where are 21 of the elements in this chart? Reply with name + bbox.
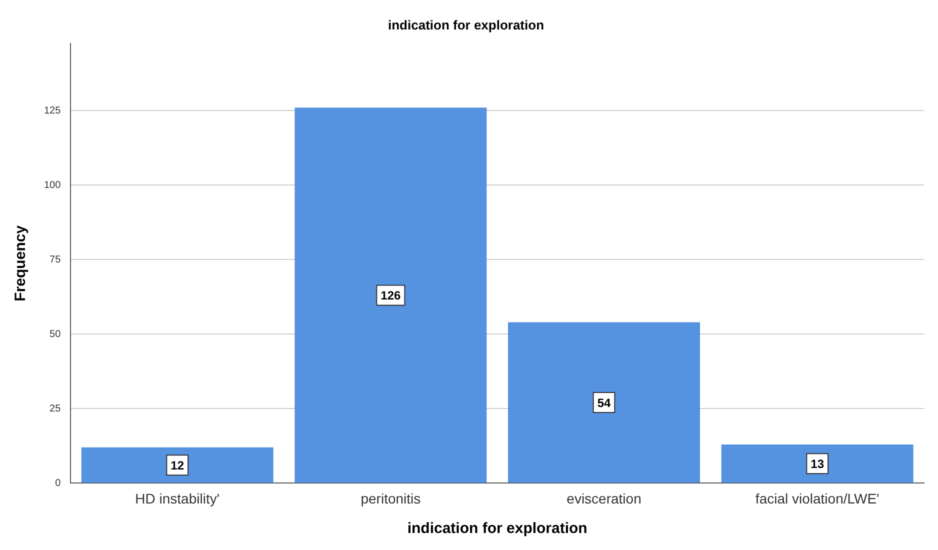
data-label: 12: [170, 458, 184, 472]
x-tick-label: facial violation/LWE': [755, 490, 880, 506]
x-tick-label: HD instability': [135, 490, 220, 506]
y-axis-title: Frequency: [12, 224, 30, 302]
data-label: 126: [380, 288, 402, 302]
y-tick-label: 50: [50, 328, 62, 340]
bar: [294, 108, 487, 483]
y-tick-label: 125: [44, 105, 62, 116]
y-tick-label: 75: [50, 254, 62, 266]
bar: [81, 447, 274, 483]
bar: [721, 444, 914, 483]
bar: [508, 322, 700, 483]
y-tick-label: 100: [44, 180, 62, 191]
x-axis-title: indication for exploration: [407, 520, 588, 538]
data-label: 13: [810, 456, 824, 471]
data-label: 54: [597, 396, 611, 410]
y-tick-label: 25: [50, 403, 62, 414]
x-tick-label: peritonitis: [360, 490, 421, 506]
chart-title: indication for exploration: [388, 17, 544, 32]
y-tick-label: 0: [55, 478, 62, 489]
x-tick-label: evisceration: [566, 490, 642, 506]
